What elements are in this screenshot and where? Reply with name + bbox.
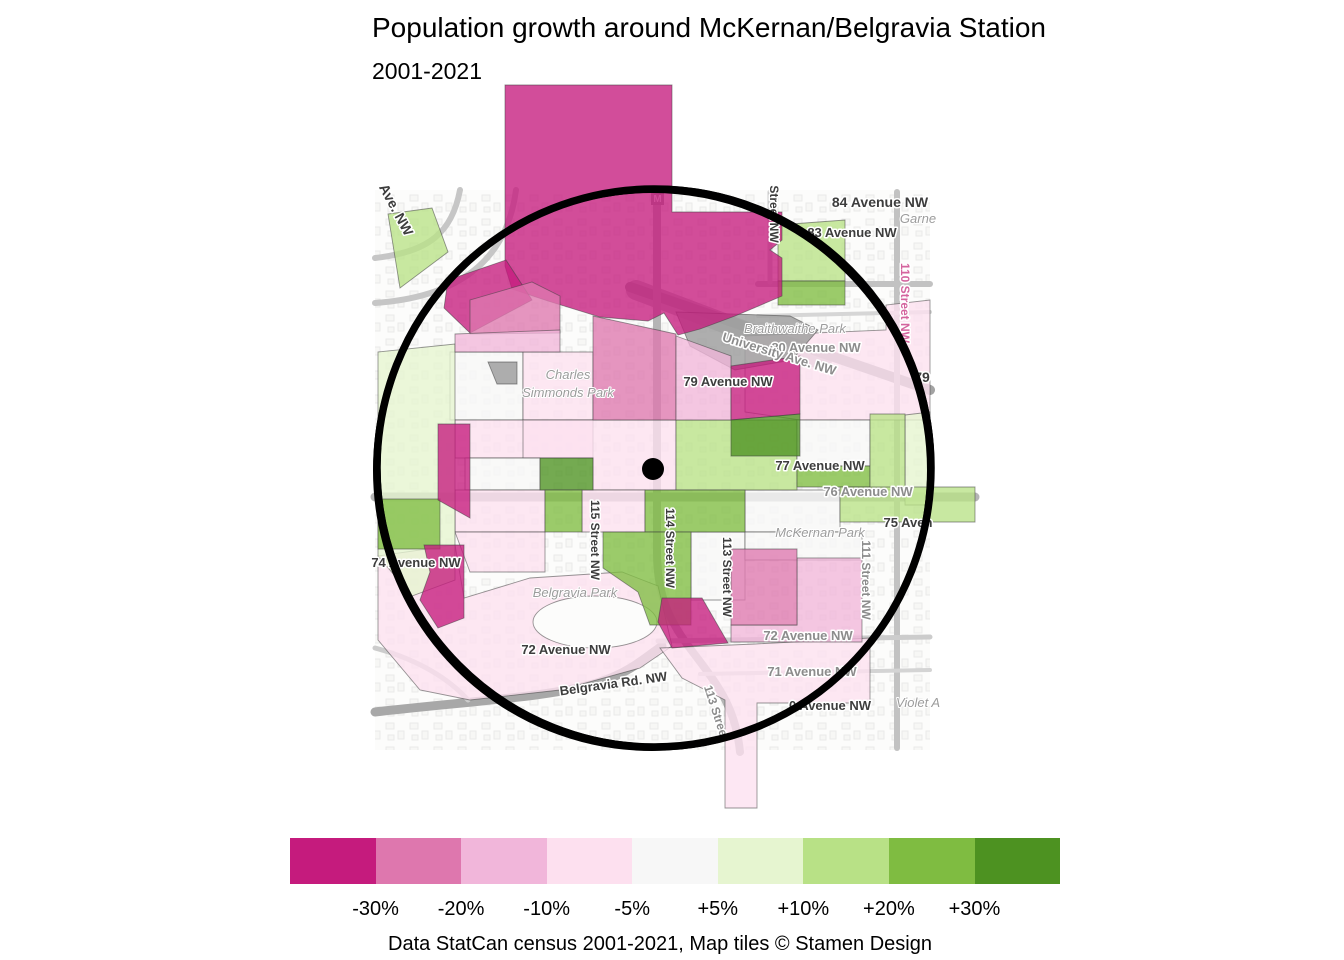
map-label: 80 Avenue NW xyxy=(771,340,861,355)
census-tract xyxy=(454,329,561,353)
map-label: 113 Street NW xyxy=(720,537,734,618)
census-tract xyxy=(657,597,729,649)
legend-swatch xyxy=(803,838,889,884)
legend-tick-label: +20% xyxy=(863,898,915,920)
legend-swatch xyxy=(375,838,462,884)
map-label: 72 Avenue NW xyxy=(521,642,611,657)
legend-colorbar xyxy=(290,838,1061,884)
legend-tick-label: +10% xyxy=(777,898,830,920)
figure-subtitle: 2001-2021 xyxy=(372,58,482,84)
map-label: 72 Avenue NW xyxy=(763,628,853,643)
map-label: 83 Avenue NW xyxy=(807,225,897,240)
legend-tick-label: -30% xyxy=(352,898,399,920)
legend-tick-label: +5% xyxy=(697,898,739,920)
legend-tick-labels: -30% -20% -10% -5% +5% +10% +20% +30% xyxy=(290,898,1060,924)
map-label: 77 Avenue NW xyxy=(775,458,865,473)
map-label: Simmonds Park xyxy=(522,385,615,400)
map-label: 76 Avenue NW xyxy=(823,484,913,499)
census-tract xyxy=(730,548,798,626)
census-tract xyxy=(544,489,583,533)
census-tract xyxy=(869,413,906,491)
census-tract xyxy=(469,281,561,335)
census-tract xyxy=(454,531,546,573)
legend-swatch xyxy=(546,838,633,884)
station-dot xyxy=(642,458,664,480)
figure-caption: Data StatCan census 2001-2021, Map tiles… xyxy=(388,933,932,955)
map-label: McKernan Park xyxy=(775,525,866,540)
map-label: 84 Avenue NW xyxy=(832,194,929,210)
map-label: Belgravia Park xyxy=(533,585,619,600)
census-tract xyxy=(437,423,471,519)
census-tract xyxy=(387,207,449,289)
legend-swatch xyxy=(717,838,804,884)
figure-title: Population growth around McKernan/Belgra… xyxy=(372,12,1046,43)
map-label: Braithwaithe Park xyxy=(744,321,847,336)
buffer-circle-stroke xyxy=(377,185,935,747)
map-label: Violet A xyxy=(896,695,940,710)
legend-swatch xyxy=(461,838,547,884)
census-tract xyxy=(777,280,846,306)
census-tract xyxy=(730,413,801,457)
census-tract xyxy=(464,457,541,491)
census-tract xyxy=(539,457,594,491)
census-tract xyxy=(487,361,518,385)
census-tract xyxy=(644,489,746,533)
station-point xyxy=(642,458,664,480)
census-tract xyxy=(592,315,677,421)
park-area xyxy=(532,595,658,649)
legend-tick-label: -20% xyxy=(437,898,485,920)
map-label: 74 Avenue NW xyxy=(371,555,461,570)
map-label: 114 Street NW xyxy=(663,508,677,589)
census-tract xyxy=(419,544,465,629)
map-label: 115 Street NW xyxy=(588,500,602,581)
legend-tick-label: -5% xyxy=(614,898,651,920)
buffer-circle xyxy=(373,185,935,751)
legend-swatch xyxy=(632,838,718,884)
map-label: Garne xyxy=(900,211,936,226)
map-label: 110 Street NW xyxy=(898,263,912,344)
map-label: Charles xyxy=(546,367,591,382)
legend-swatch xyxy=(974,838,1061,884)
legend-swatch xyxy=(290,838,376,884)
legend-swatch xyxy=(888,838,975,884)
buffer-circle-stroke xyxy=(373,189,931,751)
legend-tick-label: +30% xyxy=(948,898,1001,920)
map-label: 111 Street NW xyxy=(859,540,873,620)
map-label: 79 Avenue NW xyxy=(683,374,773,389)
legend-tick-label: -10% xyxy=(523,898,571,920)
